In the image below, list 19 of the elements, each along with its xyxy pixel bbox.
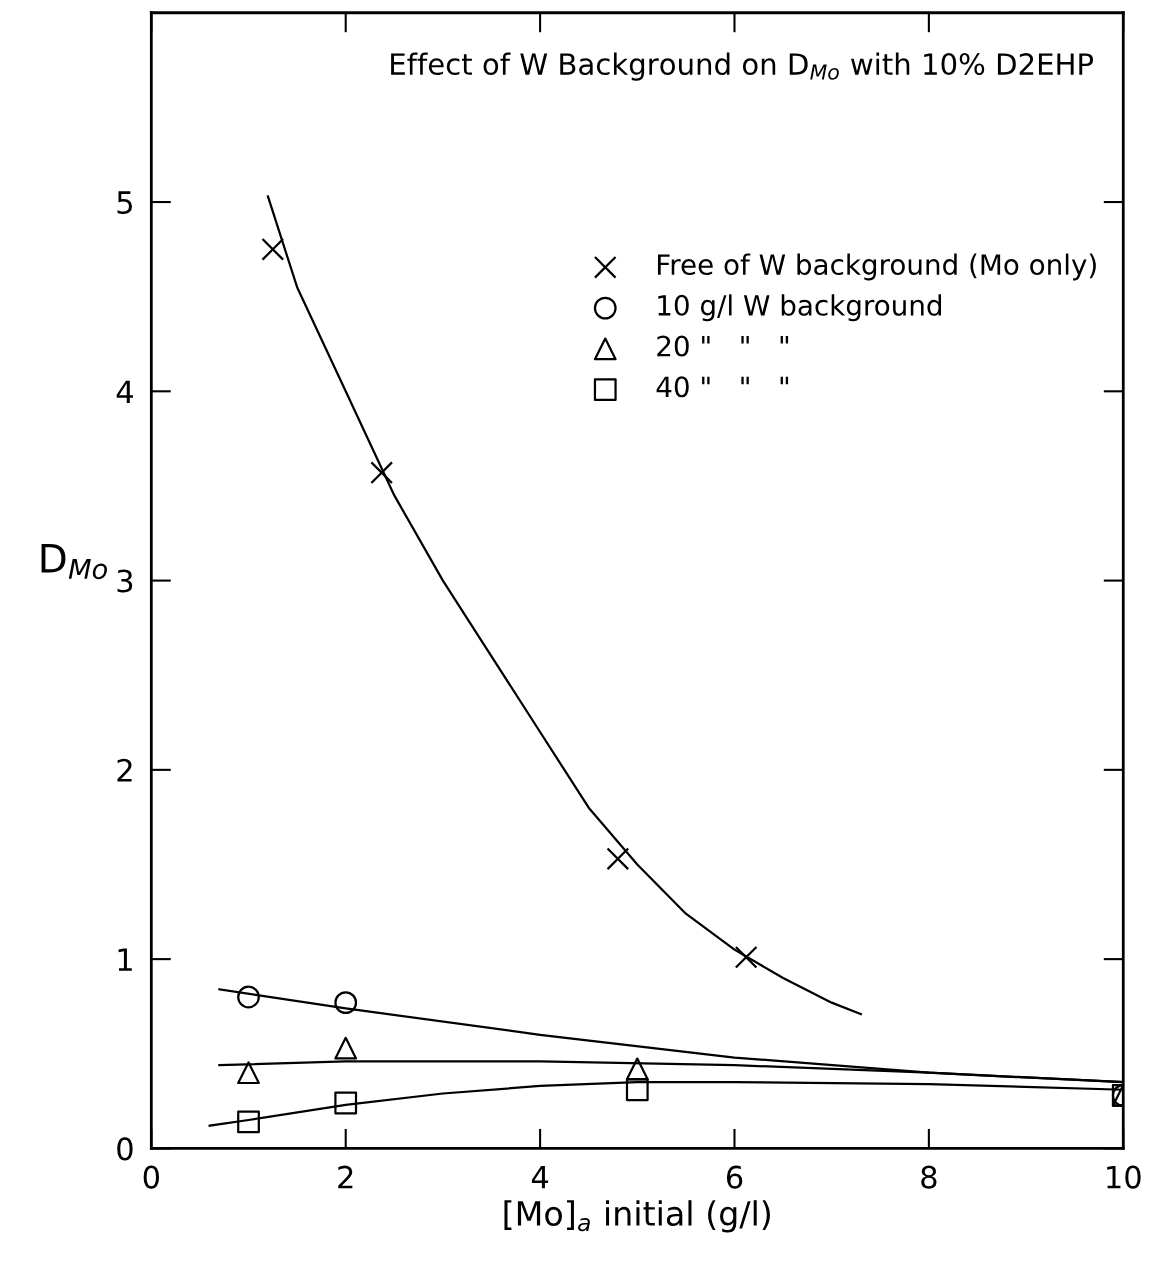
- x-tick-label: 6: [726, 1165, 743, 1189]
- x-tick-label: 10: [1107, 1165, 1141, 1189]
- y-tick-label: 3: [117, 569, 133, 593]
- y-tick-label: 2: [117, 758, 132, 782]
- legend-label: 20 " " ": [657, 335, 789, 357]
- x-tick-label: 0: [143, 1165, 160, 1189]
- x-axis-title: [Mo]$_{a}$ initial (g/l): [504, 1200, 770, 1233]
- text: Effect of W Background on D$_{Mo}$ with 10% D2EHP: [391, 52, 1094, 81]
- y-tick-label: 5: [117, 191, 132, 215]
- legend-label: Free of W background (Mo only): [657, 253, 1096, 281]
- legend-label: 10 g/l W background: [658, 294, 942, 322]
- x-tick-label: 8: [921, 1165, 937, 1189]
- y-tick-label: 1: [118, 948, 132, 971]
- x-tick-label: 2: [338, 1165, 353, 1189]
- y-axis-title: D$_{Mo}$: [41, 544, 107, 580]
- y-tick-label: 0: [117, 1137, 133, 1161]
- legend-label: 40 " " ": [656, 376, 789, 398]
- y-tick-label: 4: [116, 380, 133, 403]
- x-tick-label: 4: [531, 1166, 549, 1189]
